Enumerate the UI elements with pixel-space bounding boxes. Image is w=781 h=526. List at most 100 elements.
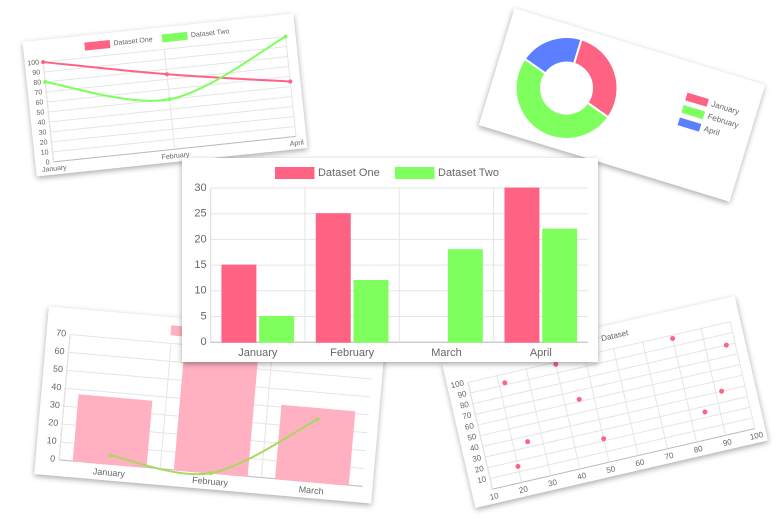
x-tick-label: January — [42, 164, 68, 174]
y-tick-label: 10 — [40, 149, 49, 157]
x-tick-label: April — [289, 139, 304, 147]
y-tick-label: 10 — [46, 435, 57, 446]
y-tick-label: 30 — [38, 129, 47, 137]
bar — [447, 249, 483, 343]
legend-swatch — [84, 39, 111, 51]
y-tick-label: 20 — [474, 464, 485, 475]
x-tick-label: 70 — [664, 451, 675, 462]
scatter-point — [515, 463, 521, 469]
scatter-point — [502, 380, 508, 386]
bar — [542, 228, 578, 343]
y-tick-label: 0 — [50, 453, 56, 463]
y-tick-label: 30 — [49, 399, 60, 410]
bar — [72, 394, 153, 469]
x-axis — [492, 428, 755, 490]
grid-line — [642, 341, 668, 449]
grid-line — [480, 374, 743, 437]
line-point — [108, 453, 113, 458]
y-tick-label: 100 — [27, 59, 39, 67]
y-tick-label: 30 — [194, 182, 206, 194]
legend-label: Dataset Two — [191, 28, 230, 39]
y-tick-label: 25 — [194, 208, 206, 220]
y-tick-label: 100 — [450, 378, 466, 390]
grid-line — [489, 417, 753, 479]
line-point — [208, 471, 213, 476]
legend-label: Dataset One — [113, 36, 153, 47]
legend-swatch — [681, 105, 706, 120]
scatter-point — [719, 388, 725, 394]
grid-line — [700, 328, 727, 436]
y-tick-label: 20 — [48, 417, 59, 428]
doughnut-slice — [572, 38, 619, 119]
doughnut-slice — [514, 57, 610, 141]
y-tick-label: 90 — [457, 389, 468, 400]
y-tick-label: 40 — [469, 442, 480, 453]
scatter-point — [702, 409, 708, 415]
grid-line — [470, 331, 733, 394]
y-tick-label: 50 — [467, 432, 478, 443]
line-point — [164, 72, 169, 77]
x-tick-label: March — [431, 347, 462, 359]
y-tick-label: 0 — [45, 159, 50, 166]
grid-line — [285, 36, 297, 137]
grid-line — [583, 355, 610, 463]
legend-label: Dataset One — [318, 167, 380, 179]
scatter-point — [576, 396, 582, 402]
doughnut-slice — [523, 36, 583, 75]
bar — [315, 213, 351, 343]
y-tick-label: 10 — [476, 474, 487, 485]
scatter-point — [601, 436, 607, 442]
x-tick-label: 10 — [489, 491, 500, 502]
x-tick-label: January — [92, 466, 125, 479]
bar — [259, 316, 295, 343]
y-tick-label: 20 — [39, 139, 48, 147]
legend-swatch — [274, 167, 315, 179]
grid-line — [729, 321, 756, 429]
card-background — [22, 13, 308, 177]
grid-line — [159, 343, 172, 469]
scatter-point — [553, 361, 559, 367]
grid-line — [467, 321, 731, 383]
grid-line — [467, 382, 494, 490]
chart-card: Dataset One Dataset Two 0 5 10 15 20 25 30 Januar… — [182, 158, 598, 362]
y-tick-label: 50 — [36, 109, 45, 117]
legend-swatch — [161, 31, 188, 43]
grid-line — [554, 362, 581, 470]
y-tick-label: 70 — [56, 328, 67, 339]
grid-line — [472, 342, 736, 405]
x-tick-label: 20 — [518, 484, 529, 495]
legend-swatch — [677, 117, 702, 132]
grid-line — [671, 335, 698, 443]
legend-label: Dataset Two — [438, 167, 499, 179]
x-tick-label: 30 — [547, 478, 558, 489]
grid-line — [477, 364, 741, 426]
grid-line — [58, 334, 71, 460]
y-tick-label: 5 — [200, 310, 206, 322]
line-point — [283, 34, 288, 39]
grid-line — [613, 348, 639, 456]
x-tick-label: 40 — [576, 471, 587, 482]
x-tick-label: 60 — [635, 457, 646, 468]
line-point — [288, 79, 293, 84]
y-tick-label: 10 — [194, 285, 206, 297]
x-tick-label: January — [238, 347, 278, 359]
y-tick-label: 90 — [32, 69, 41, 77]
y-tick-label: 80 — [459, 400, 470, 411]
grid-line — [42, 62, 55, 162]
legend-swatch — [395, 167, 435, 179]
x-tick-label: April — [530, 347, 552, 359]
grid-line — [485, 396, 748, 458]
y-tick-label: 70 — [34, 89, 43, 97]
line-point — [315, 417, 320, 422]
y-tick-label: 20 — [194, 233, 206, 245]
line-point — [167, 97, 172, 102]
grid-line — [475, 353, 738, 415]
y-tick-label: 0 — [200, 336, 206, 348]
line-point — [43, 80, 48, 85]
x-tick-label: 50 — [605, 464, 616, 475]
y-tick-label: 60 — [35, 99, 44, 107]
y-tick-label: 15 — [194, 259, 206, 271]
grid-line — [487, 406, 751, 469]
